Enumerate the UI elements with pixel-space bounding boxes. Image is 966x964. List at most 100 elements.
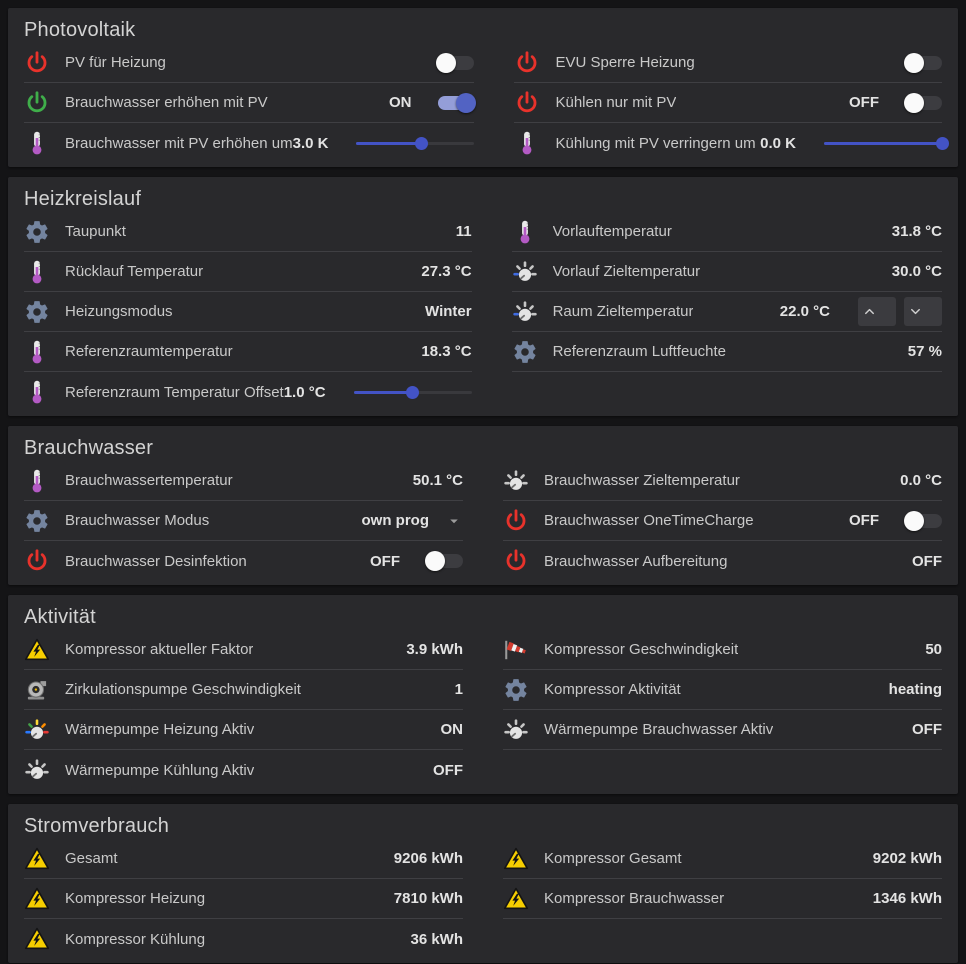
- entity-controls: 50: [925, 641, 942, 658]
- power-icon: [514, 50, 540, 76]
- entity-label: Brauchwassertemperatur: [65, 472, 233, 489]
- entity-label: Brauchwasser Modus: [65, 512, 210, 529]
- toggle-switch[interactable]: [904, 52, 942, 73]
- slider-handle[interactable]: [406, 385, 420, 399]
- entity-row: Gesamt 9206 kWh: [24, 839, 463, 879]
- gauge-knob-icon: [24, 757, 50, 783]
- entity-label: Kompressor Heizung: [65, 890, 206, 907]
- entity-value: 50.1 °C: [412, 472, 463, 489]
- entity-controls: 30.0 °C: [892, 263, 942, 280]
- entity-row: Brauchwasser erhöhen mit PV ON: [24, 83, 477, 123]
- entity-value: OFF: [433, 761, 463, 779]
- entity-controls: Winter: [425, 303, 472, 320]
- entity-label: Brauchwasser erhöhen mit PV: [65, 94, 268, 111]
- gauge-knob-icon: [512, 299, 538, 325]
- entity-row: Kompressor Aktivität heating: [503, 670, 942, 710]
- entity-controls: 0.0 K: [760, 134, 949, 152]
- entity-value: 1: [454, 681, 463, 698]
- entity-controls: 9206 kWh: [394, 850, 463, 867]
- power-icon: [24, 50, 50, 76]
- entity-label: Referenzraum Luftfeuchte: [552, 343, 727, 360]
- entity-value: OFF: [912, 721, 942, 738]
- toggle-switch[interactable]: [904, 510, 942, 531]
- empty-cell: [512, 372, 942, 412]
- entity-value: Winter: [425, 303, 472, 320]
- entity-controls: 31.8 °C: [892, 223, 942, 240]
- entity-label: Kompressor aktueller Faktor: [65, 641, 254, 658]
- entity-row: Zirkulationspumpe Geschwindigkeit 1: [24, 670, 463, 710]
- entity-row: Wärmepumpe Brauchwasser Aktiv OFF: [503, 710, 942, 750]
- entity-controls: 9202 kWh: [873, 850, 942, 867]
- gauge-knob-icon: [503, 468, 529, 494]
- toggle-switch[interactable]: [904, 92, 942, 113]
- entity-row: Brauchwasser Modus own prog: [24, 501, 463, 541]
- entity-row: Brauchwasser OneTimeCharge OFF: [503, 501, 942, 541]
- entity-value: 27.3 °C: [421, 263, 472, 280]
- windsock-icon: [503, 637, 529, 663]
- high-voltage-icon: [503, 846, 529, 872]
- slider-fill: [356, 141, 422, 145]
- thermometer-icon: [24, 468, 50, 494]
- gear-icon: [503, 677, 529, 703]
- entity-row: Brauchwassertemperatur 50.1 °C: [24, 461, 463, 501]
- entity-label: Wärmepumpe Brauchwasser Aktiv: [544, 721, 774, 738]
- section-title: Aktivität: [24, 606, 96, 628]
- entity-value: 30.0 °C: [891, 263, 942, 280]
- toggle-switch[interactable]: [436, 52, 475, 73]
- thermometer-icon: [514, 130, 540, 156]
- section-body: Kompressor aktueller Faktor 3.9 kWh Kompre…: [24, 630, 942, 790]
- entity-row: Brauchwasser Aufbereitung OFF: [503, 541, 942, 581]
- slider[interactable]: [353, 385, 472, 399]
- entity-row: Kompressor aktueller Faktor 3.9 kWh: [24, 630, 463, 670]
- entity-controls: ON: [441, 721, 464, 738]
- entity-value: ON: [440, 721, 464, 738]
- slider[interactable]: [824, 136, 949, 150]
- section-body: Taupunkt 11 Vorlauftemperatur 31.8 °C Rückla…: [24, 212, 942, 412]
- empty-cell: [503, 919, 942, 959]
- entity-controls: OFF: [433, 762, 463, 779]
- slider-fill: [824, 141, 942, 145]
- toggle-state-label: OFF: [849, 512, 879, 529]
- entity-row: Kompressor Heizung 7810 kWh: [24, 879, 463, 919]
- gear-icon: [512, 339, 538, 365]
- thermometer-icon: [24, 339, 50, 365]
- section-stromverbrauch: Stromverbrauch Gesamt 9206 kWh Kompressor G…: [8, 804, 958, 963]
- slider-handle[interactable]: [414, 136, 428, 150]
- entity-row: Referenzraum Luftfeuchte 57 %: [511, 332, 942, 372]
- entity-row: Kühlen nur mit PV OFF: [514, 83, 942, 123]
- entity-label: Kompressor Aktivität: [544, 681, 681, 698]
- entity-value: 1346 kWh: [872, 890, 942, 907]
- entity-controls: 3.0 K: [293, 135, 475, 152]
- entity-controls: OFF: [912, 721, 942, 738]
- entity-label: Referenzraum Temperatur Offset: [65, 383, 284, 401]
- entity-value: 9206 kWh: [393, 850, 463, 867]
- gauge-knob-icon: [503, 717, 529, 743]
- entity-label: EVU Sperre Heizung: [555, 54, 695, 71]
- toggle-switch[interactable]: [425, 551, 463, 571]
- entity-controls: 22.0 °C: [780, 297, 942, 326]
- power-icon: [503, 548, 529, 574]
- entity-value: 11: [455, 223, 472, 240]
- entity-value: 50: [925, 641, 942, 658]
- entity-controls: 3.9 kWh: [406, 641, 463, 658]
- entity-controls: heating: [889, 681, 942, 698]
- slider-fill: [353, 390, 413, 394]
- entity-row: Brauchwasser Zieltemperatur 0.0 °C: [503, 461, 942, 501]
- slider-handle[interactable]: [935, 136, 949, 150]
- entity-value: 0.0 K: [760, 134, 796, 152]
- slider[interactable]: [356, 136, 475, 150]
- mode-select[interactable]: own prog: [362, 512, 464, 530]
- toggle-thumb: [904, 92, 924, 113]
- entity-label: Kompressor Brauchwasser: [544, 890, 725, 907]
- decrease-button[interactable]: [904, 297, 942, 326]
- thermometer-icon: [24, 379, 50, 405]
- entity-label: Vorlauftemperatur: [552, 223, 672, 240]
- increase-button[interactable]: [858, 297, 896, 326]
- entity-controls: OFF: [849, 510, 942, 531]
- thermometer-icon: [24, 259, 50, 285]
- entity-controls: own prog: [362, 512, 464, 530]
- entity-label: Wärmepumpe Heizung Aktiv: [65, 721, 255, 738]
- power-icon: [503, 508, 529, 534]
- thermometer-icon: [24, 130, 50, 156]
- toggle-switch[interactable]: [438, 92, 477, 113]
